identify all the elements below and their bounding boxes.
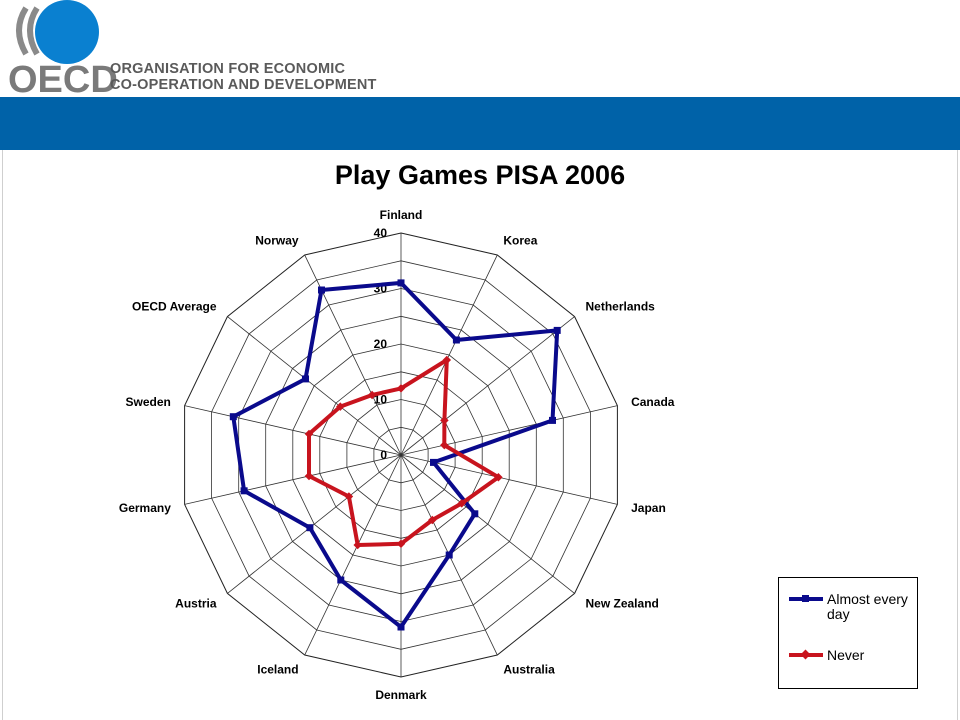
series-marker (397, 279, 405, 287)
chart-title: Play Games PISA 2006 (334, 160, 626, 190)
legend-label-almost-every-day: Almost every day (827, 591, 908, 622)
org-name: ORGANISATION FOR ECONOMIC CO-OPERATION A… (110, 61, 377, 93)
grid-spoke (400, 405, 618, 456)
category-label: Finland (380, 208, 423, 222)
category-label: Denmark (375, 688, 427, 702)
series-marker (397, 623, 405, 631)
org-name-line1: ORGANISATION FOR ECONOMIC (110, 61, 346, 77)
series-marker (494, 472, 503, 482)
grid-spoke (304, 454, 402, 656)
grid-spoke (400, 254, 498, 456)
category-label: Sweden (126, 395, 171, 409)
series-marker (367, 390, 377, 400)
category-label: Austria (175, 596, 217, 610)
series-line (231, 280, 560, 629)
oecd-logo: OECD (8, 0, 118, 97)
radial-tick-label: 20 (374, 337, 388, 351)
legend-swatch-never (789, 649, 823, 660)
series-marker (445, 551, 453, 559)
series-marker (302, 375, 309, 383)
org-name-line2: CO-OPERATION AND DEVELOPMENT (110, 76, 377, 93)
category-label: Japan (631, 501, 666, 515)
series-marker (336, 402, 345, 411)
legend-label-never: Never (827, 647, 865, 663)
category-label: Germany (119, 501, 171, 515)
series-marker (304, 429, 314, 439)
series-marker (549, 416, 556, 424)
series-marker (440, 416, 449, 425)
series-marker (240, 487, 248, 495)
series-marker (337, 576, 345, 584)
series-marker (304, 471, 314, 481)
header: OECD ORGANISATION FOR ECONOMIC CO-OPERAT… (0, 0, 960, 97)
radial-tick-label: 0 (380, 448, 387, 462)
category-label: Australia (503, 662, 555, 676)
radar-chart: 010203040FinlandKoreaNetherlandsCanadaJa… (119, 208, 675, 702)
series-marker (229, 413, 237, 421)
grid-spoke (227, 454, 402, 594)
slide-frame (2, 150, 958, 720)
series-marker (430, 458, 437, 466)
series-marker (471, 510, 479, 518)
grid-spoke (400, 454, 575, 594)
grid-spoke (184, 454, 402, 505)
series-marker (306, 524, 314, 532)
series-marker (396, 539, 406, 549)
series-marker (457, 499, 466, 508)
title-band (0, 97, 960, 150)
series-marker (553, 326, 561, 334)
series-marker (396, 384, 406, 393)
series-marker (442, 355, 452, 365)
logo-wordmark: OECD (8, 59, 118, 97)
category-label: Netherlands (586, 300, 656, 314)
chart-legend: Almost every day Never (778, 577, 918, 689)
category-label: OECD Average (132, 300, 217, 314)
legend-swatch-almost-every-day (789, 595, 823, 602)
series-marker (344, 492, 354, 501)
series-marker (440, 440, 449, 450)
grid-spoke (400, 316, 575, 456)
series-marker (428, 515, 437, 525)
grid-spoke (184, 405, 402, 456)
category-label: New Zealand (586, 596, 659, 610)
radial-tick-label: 40 (374, 226, 388, 240)
grid-spoke (227, 316, 402, 456)
category-label: Korea (503, 234, 537, 248)
category-label: Canada (631, 395, 675, 409)
category-label: Iceland (257, 662, 298, 676)
category-label: Norway (255, 234, 299, 248)
radial-tick-label: 10 (374, 393, 388, 407)
series-marker (318, 286, 325, 294)
series-marker (353, 540, 362, 550)
series-marker (452, 336, 460, 344)
